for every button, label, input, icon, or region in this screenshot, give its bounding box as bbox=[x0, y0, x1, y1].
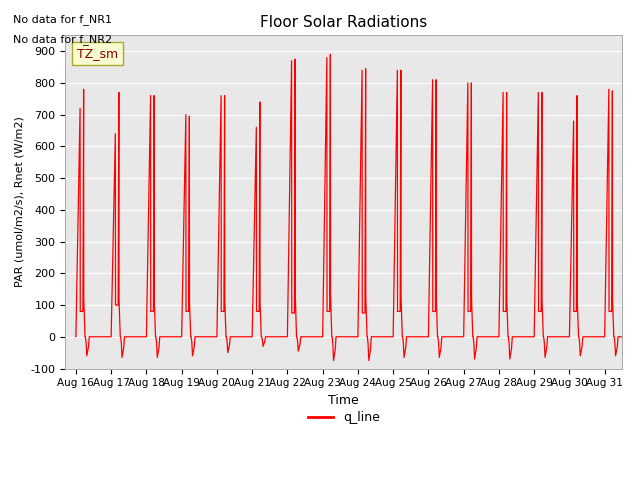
X-axis label: Time: Time bbox=[328, 394, 359, 407]
Title: Floor Solar Radiations: Floor Solar Radiations bbox=[260, 15, 428, 30]
Legend: q_line: q_line bbox=[303, 406, 385, 429]
Y-axis label: PAR (umol/m2/s), Rnet (W/m2): PAR (umol/m2/s), Rnet (W/m2) bbox=[15, 117, 25, 288]
Text: No data for f_NR1: No data for f_NR1 bbox=[13, 14, 112, 25]
Text: No data for f_NR2: No data for f_NR2 bbox=[13, 34, 112, 45]
